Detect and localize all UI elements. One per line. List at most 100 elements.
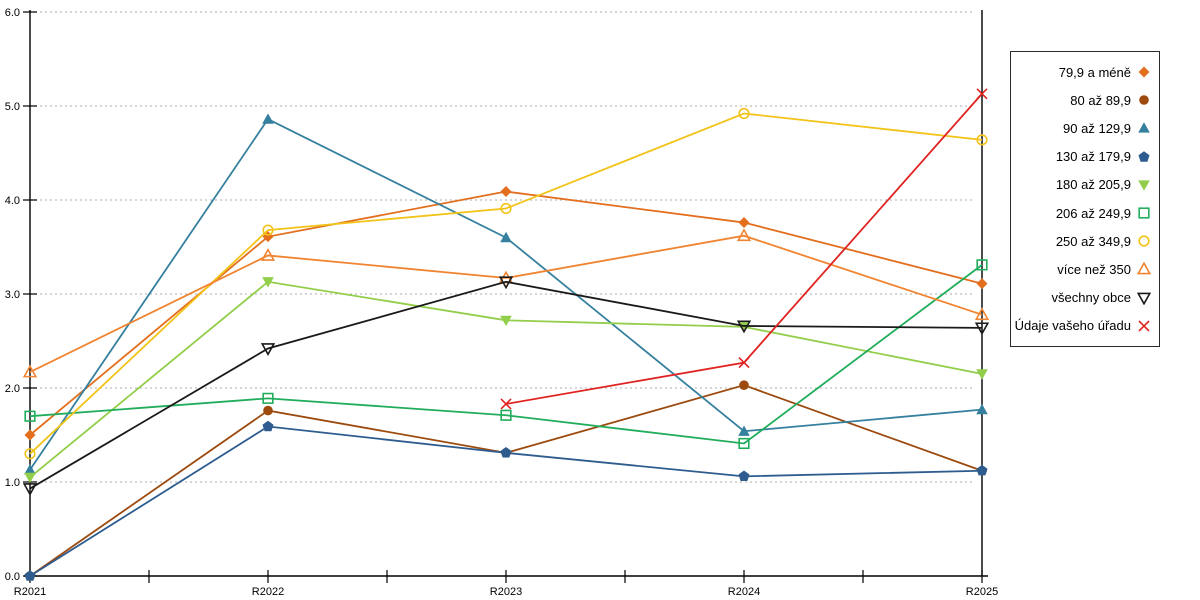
legend-marker: [1138, 150, 1150, 162]
legend-item-label: 250 až 349,9: [1055, 233, 1131, 249]
x-tick-label: R2023: [490, 586, 522, 598]
triangle-down-open-icon: [974, 322, 990, 336]
y-tick-label: 0.0: [5, 571, 20, 583]
series-line: [29, 264, 983, 445]
legend-item: 180 až 205,9: [1011, 172, 1159, 198]
series-line: [505, 93, 983, 405]
triangle-up-open-icon: [974, 307, 990, 321]
legend-marker: [1138, 122, 1150, 134]
square-open-icon: [976, 259, 988, 271]
series-line: [29, 234, 983, 373]
legend-item-label: více než 350: [1057, 261, 1131, 277]
chart-legend: 79,9 a méně 80 až 89,9 90 až 129,9 130 až 1…: [1010, 51, 1160, 347]
triangle-down-open-icon: [1137, 292, 1151, 305]
triangle-down-open-icon: [736, 320, 752, 334]
circle-open-icon: [1138, 235, 1150, 247]
x-tick-label: R2024: [728, 586, 760, 598]
series-line: [29, 384, 983, 577]
legend-item-label: 206 až 249,9: [1055, 205, 1131, 221]
triangle-down-filled-icon: [976, 369, 988, 380]
y-tick-label: 4.0: [5, 195, 20, 207]
circle-filled-icon: [263, 405, 273, 416]
diamond-filled-icon: [976, 278, 988, 290]
triangle-up-filled-icon: [500, 231, 512, 243]
legend-item: všechny obce: [1011, 285, 1159, 311]
y-tick-label: 2.0: [5, 383, 20, 395]
legend-marker: [1138, 235, 1150, 247]
triangle-up-open-icon: [1137, 262, 1151, 275]
pentagon-filled-icon: [262, 420, 274, 432]
pentagon-filled-icon: [1138, 150, 1150, 162]
x-icon: [976, 88, 988, 100]
legend-marker: [1138, 207, 1150, 219]
circle-open-icon: [262, 224, 274, 236]
legend-item: více než 350: [1011, 256, 1159, 282]
legend-item-label: 90 až 129,9: [1063, 120, 1131, 136]
legend-item: 130 až 179,9: [1011, 144, 1159, 170]
triangle-up-filled-icon: [24, 463, 36, 475]
series-line: [29, 280, 983, 490]
triangle-up-open-icon: [22, 364, 38, 378]
legend-item-label: 79,9 a méně: [1058, 64, 1131, 80]
square-open-icon: [1138, 207, 1150, 219]
y-tick-label: 6.0: [5, 7, 20, 19]
x-icon: [1138, 320, 1150, 332]
x-tick-label: R2025: [966, 586, 998, 598]
legend-item-label: 80 až 89,9: [1070, 92, 1131, 108]
circle-open-icon: [976, 134, 988, 146]
triangle-up-open-icon: [260, 248, 276, 261]
legend-item: 90 až 129,9: [1011, 115, 1159, 141]
series-line: [29, 112, 983, 455]
triangle-down-filled-icon: [24, 472, 36, 484]
legend-marker: [1138, 320, 1150, 332]
legend-item-label: Údaje vašeho úřadu: [1014, 318, 1131, 334]
triangle-up-filled-icon: [738, 425, 750, 436]
circle-open-icon: [738, 107, 750, 120]
pentagon-filled-icon: [738, 470, 750, 482]
triangle-down-open-icon: [498, 276, 514, 290]
diamond-filled-icon: [738, 217, 750, 229]
legend-marker: [1139, 95, 1149, 106]
circle-filled-icon: [1139, 95, 1149, 106]
triangle-down-filled-icon: [262, 277, 274, 288]
triangle-down-filled-icon: [500, 315, 512, 327]
square-open-icon: [262, 392, 274, 404]
square-open-icon: [24, 410, 36, 422]
pentagon-filled-icon: [976, 464, 988, 476]
legend-item-label: všechny obce: [1051, 290, 1132, 306]
triangle-down-filled-icon: [1138, 180, 1150, 191]
x-icon: [738, 357, 750, 369]
legend-item-label: 130 až 179,9: [1055, 149, 1131, 165]
diamond-filled-icon: [24, 429, 36, 441]
triangle-up-open-icon: [736, 228, 752, 242]
triangle-up-filled-icon: [1138, 122, 1150, 134]
pentagon-filled-icon: [500, 447, 512, 458]
legend-item: 250 až 349,9: [1011, 228, 1159, 254]
legend-marker: [1138, 180, 1150, 191]
x-tick-label: R2021: [14, 586, 46, 598]
legend-item: 79,9 a méně: [1011, 59, 1159, 85]
series-line: [29, 190, 983, 436]
diamond-filled-icon: [500, 186, 512, 198]
circle-open-icon: [24, 448, 36, 460]
y-tick-label: 5.0: [5, 101, 20, 113]
triangle-down-open-icon: [260, 343, 276, 356]
x-icon: [500, 398, 512, 410]
triangle-down-open-icon: [22, 483, 38, 497]
diamond-filled-icon: [1138, 66, 1150, 78]
y-tick-label: 1.0: [5, 477, 20, 489]
legend-item: 206 až 249,9: [1011, 200, 1159, 226]
legend-marker: [1137, 262, 1151, 275]
legend-item: Údaje vašeho úřadu: [1011, 313, 1159, 339]
triangle-up-filled-icon: [262, 113, 274, 124]
y-tick-label: 3.0: [5, 289, 20, 301]
legend-item: 80 až 89,9: [1011, 87, 1159, 113]
legend-marker: [1137, 292, 1151, 305]
pentagon-filled-icon: [24, 570, 36, 581]
x-tick-label: R2022: [252, 586, 284, 598]
square-open-icon: [500, 409, 512, 421]
triangle-up-filled-icon: [976, 403, 988, 415]
legend-marker: [1138, 66, 1150, 78]
